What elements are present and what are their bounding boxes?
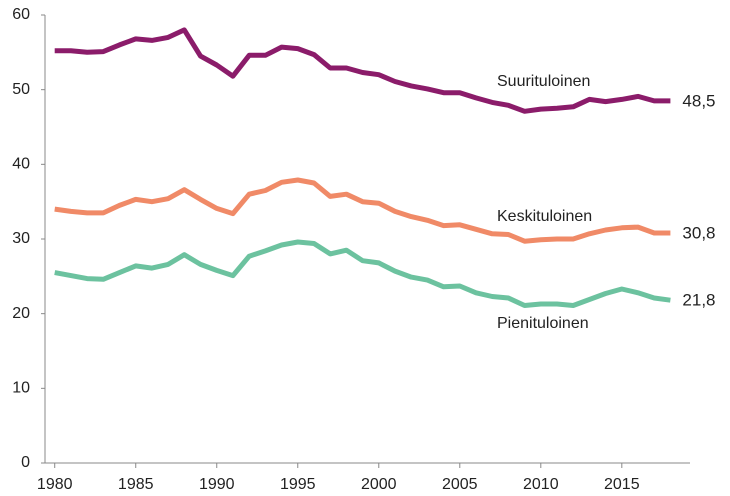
y-tick-label: 20 <box>12 305 30 322</box>
y-tick-label: 60 <box>12 6 30 23</box>
x-tick-label: 2015 <box>604 476 640 493</box>
y-tick-label: 40 <box>12 156 30 173</box>
x-tick-label: 2010 <box>523 476 559 493</box>
y-tick-label: 0 <box>21 454 30 471</box>
x-tick-label: 1990 <box>199 476 235 493</box>
series-line <box>54 239 671 308</box>
end-label: 30,8 <box>682 224 715 243</box>
x-tick-label: 2000 <box>361 476 397 493</box>
y-tick-label: 50 <box>12 81 30 98</box>
series-name: Pienituloinen <box>497 315 589 332</box>
series-name: Keskituloinen <box>497 208 592 225</box>
x-tick-label: 1995 <box>280 476 316 493</box>
series-line <box>54 27 671 114</box>
end-label: 48,5 <box>682 91 715 110</box>
y-tick-label: 30 <box>12 230 30 247</box>
series-name: Suurituloinen <box>497 73 590 90</box>
x-tick-label: 2005 <box>442 476 478 493</box>
end-label: 21,8 <box>682 291 715 310</box>
series-line <box>54 177 671 244</box>
x-tick-label: 1985 <box>118 476 154 493</box>
y-tick-label: 10 <box>12 380 30 397</box>
x-tick-label: 1980 <box>37 476 73 493</box>
